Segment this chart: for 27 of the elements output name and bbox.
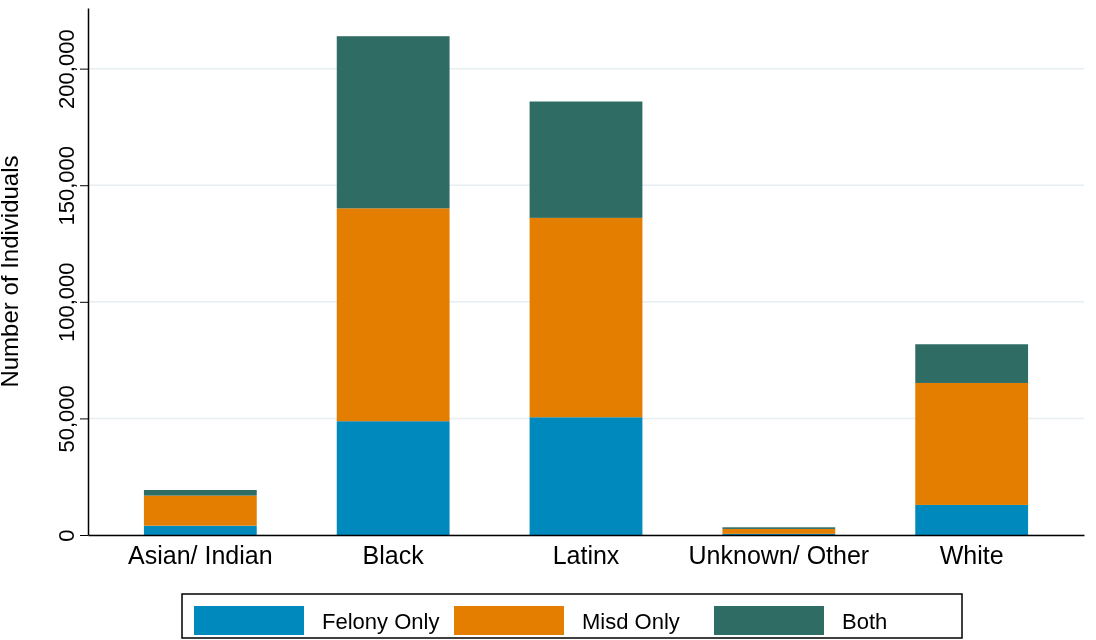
bar: [915, 344, 1029, 383]
legend-label: Both: [842, 609, 888, 634]
y-tick-label: 0: [54, 529, 79, 542]
bar: [915, 382, 1029, 505]
y-tick-label: 150,000: [54, 145, 79, 226]
bar: [915, 504, 1029, 535]
x-tick-label: Black: [362, 541, 425, 570]
bar: [336, 36, 450, 209]
legend-label: Felony Only: [322, 609, 440, 634]
bar: [529, 217, 643, 418]
y-tick-label: 100,000: [54, 262, 79, 343]
legend-label: Misd Only: [582, 609, 680, 634]
x-tick-label: Unknown/ Other: [688, 541, 870, 570]
bar: [336, 421, 450, 535]
x-tick-label: White: [939, 541, 1004, 570]
x-tick-label: Latinx: [552, 541, 620, 570]
bar: [143, 525, 257, 535]
bar: [529, 417, 643, 535]
y-tick-label: 200,000: [54, 29, 79, 109]
bar: [143, 490, 257, 496]
bar: [143, 495, 257, 526]
x-tick-label: Asian/ Indian: [128, 541, 273, 570]
bar: [336, 208, 450, 422]
y-axis-title: Number of Individuals: [0, 155, 23, 388]
bar: [722, 528, 836, 534]
y-tick-label: 50,000: [54, 385, 79, 453]
bar: [529, 101, 643, 218]
